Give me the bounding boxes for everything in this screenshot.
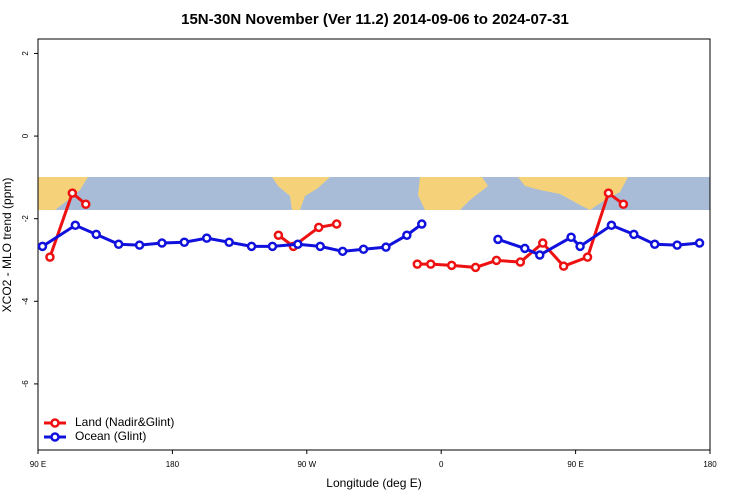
point xyxy=(515,257,526,267)
point xyxy=(45,252,55,262)
x-tick-label: 180 xyxy=(166,460,180,469)
point xyxy=(313,222,324,233)
map-strip xyxy=(38,177,710,210)
point xyxy=(201,233,212,243)
point xyxy=(113,239,124,250)
point xyxy=(70,220,81,231)
point xyxy=(520,243,530,254)
map-land xyxy=(272,177,330,210)
point xyxy=(629,229,639,240)
point xyxy=(470,262,481,273)
y-tick-label: 2 xyxy=(21,51,30,56)
point xyxy=(412,259,423,269)
point xyxy=(491,255,502,266)
point xyxy=(67,188,78,198)
point xyxy=(558,261,569,271)
x-tick-label: 0 xyxy=(439,460,444,469)
point xyxy=(331,219,342,229)
point xyxy=(246,241,257,252)
point xyxy=(224,237,234,247)
point xyxy=(446,260,457,271)
y-tick-label: 0 xyxy=(21,133,30,138)
y-tick-label: -4 xyxy=(21,297,30,305)
point xyxy=(134,240,145,250)
point xyxy=(358,244,369,255)
y-tick-label: -6 xyxy=(21,380,30,388)
point xyxy=(81,199,91,209)
point xyxy=(582,252,593,262)
map-land xyxy=(418,177,488,210)
point xyxy=(417,219,427,229)
point xyxy=(37,241,48,252)
point xyxy=(575,241,585,252)
point xyxy=(402,230,412,240)
point xyxy=(603,188,614,198)
x-tick-label: 90 E xyxy=(30,460,46,469)
point xyxy=(566,232,576,243)
point xyxy=(273,230,284,240)
point xyxy=(91,229,101,240)
x-axis-label: Longitude (deg E) xyxy=(326,476,421,490)
y-tick-label: -2 xyxy=(21,215,30,223)
point xyxy=(618,199,629,209)
point xyxy=(649,239,660,250)
legend-label: Ocean (Glint) xyxy=(75,429,146,443)
series-line xyxy=(41,222,700,257)
point xyxy=(606,220,617,231)
point xyxy=(694,238,705,248)
x-tick-label: 90 E xyxy=(567,460,583,469)
x-tick-label: 180 xyxy=(703,460,717,469)
point xyxy=(157,238,167,248)
legend-marker xyxy=(50,432,60,442)
point xyxy=(493,234,503,245)
point xyxy=(315,241,325,252)
point xyxy=(179,237,190,247)
plot-frame xyxy=(37,38,711,451)
point xyxy=(672,240,682,250)
point xyxy=(535,250,545,260)
legend: Land (Nadir&Glint)Ocean (Glint) xyxy=(44,415,174,443)
chart-title: 15N-30N November (Ver 11.2) 2014-09-06 t… xyxy=(181,11,569,28)
point xyxy=(425,259,436,269)
map-land xyxy=(38,177,88,210)
point xyxy=(337,246,348,257)
x-tick-label: 90 W xyxy=(297,460,316,469)
map-land xyxy=(518,177,628,210)
legend-label: Land (Nadir&Glint) xyxy=(75,415,174,429)
point xyxy=(537,238,548,248)
point xyxy=(267,241,278,252)
y-axis-label: XCO2 - MLO trend (ppm) xyxy=(0,178,14,313)
point xyxy=(381,242,391,252)
legend-marker xyxy=(50,418,60,428)
point xyxy=(293,239,303,250)
